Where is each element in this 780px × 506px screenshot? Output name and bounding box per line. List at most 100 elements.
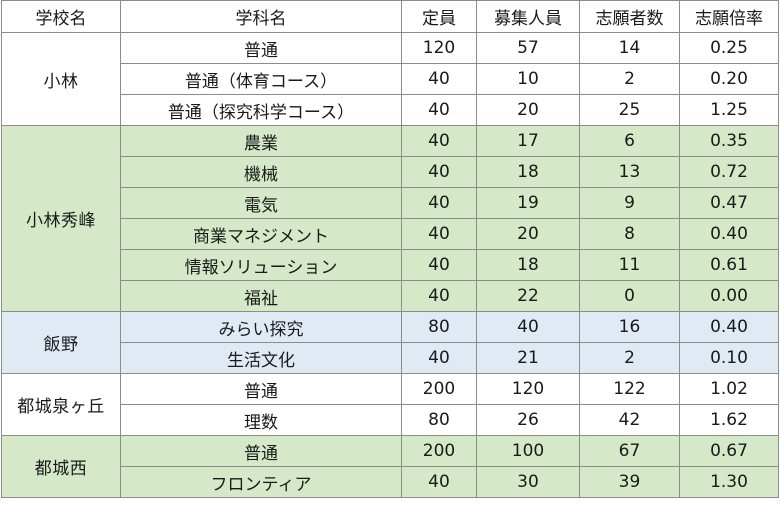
table-row: 生活文化 40 21 2 0.10 [2, 342, 779, 374]
table-row: 理数 80 26 42 1.62 [2, 404, 779, 436]
capacity-cell: 40 [401, 218, 477, 250]
table-row: 情報ソリューション 40 18 11 0.61 [2, 249, 779, 281]
school-name-cell: 飯野 [1, 311, 121, 374]
applicants-cell: 16 [579, 311, 680, 343]
capacity-cell: 40 [401, 63, 477, 95]
applicants-cell: 8 [579, 218, 680, 250]
department-cell: 普通（探究科学コース） [120, 94, 402, 126]
applicants-cell: 9 [579, 187, 680, 219]
capacity-cell: 40 [401, 249, 477, 281]
department-cell: 普通 [120, 435, 402, 467]
header-school: 学校名 [1, 0, 121, 33]
applicants-cell: 14 [579, 32, 680, 64]
recruitment-cell: 22 [476, 280, 580, 312]
recruitment-cell: 18 [476, 249, 580, 281]
capacity-cell: 200 [401, 373, 477, 405]
recruitment-cell: 20 [476, 94, 580, 126]
applicants-cell: 6 [579, 125, 680, 157]
recruitment-cell: 120 [476, 373, 580, 405]
recruitment-cell: 20 [476, 218, 580, 250]
table-row: 商業マネジメント 40 20 8 0.40 [2, 218, 779, 250]
table-row: 普通（体育コース） 40 10 2 0.20 [2, 63, 779, 95]
department-cell: 商業マネジメント [120, 218, 402, 250]
capacity-cell: 200 [401, 435, 477, 467]
recruitment-cell: 100 [476, 435, 580, 467]
department-cell: 機械 [120, 156, 402, 188]
ratio-cell: 0.61 [679, 249, 779, 281]
recruitment-cell: 10 [476, 63, 580, 95]
table-row: 飯野 みらい探究 80 40 16 0.40 [1, 311, 779, 374]
department-cell: みらい探究 [120, 311, 402, 343]
header-department: 学科名 [120, 0, 402, 33]
ratio-cell: 1.02 [679, 373, 779, 405]
department-cell: 生活文化 [120, 342, 402, 374]
applicants-cell: 2 [579, 63, 680, 95]
applicants-cell: 0 [579, 280, 680, 312]
applicants-cell: 42 [579, 404, 680, 436]
department-cell: フロンティア [120, 466, 402, 498]
recruitment-cell: 57 [476, 32, 580, 64]
capacity-cell: 40 [401, 94, 477, 126]
ratio-cell: 0.10 [679, 342, 779, 374]
capacity-cell: 40 [401, 466, 477, 498]
applicants-cell: 11 [579, 249, 680, 281]
school-name-cell: 小林 [1, 32, 121, 126]
school-name-cell: 都城泉ヶ丘 [1, 373, 121, 436]
recruitment-cell: 18 [476, 156, 580, 188]
department-cell: 普通 [120, 373, 402, 405]
ratio-cell: 0.67 [679, 435, 779, 467]
department-cell: 理数 [120, 404, 402, 436]
recruitment-cell: 30 [476, 466, 580, 498]
department-cell: 電気 [120, 187, 402, 219]
department-cell: 情報ソリューション [120, 249, 402, 281]
table-row: 都城泉ヶ丘 普通 200 120 122 1.02 [1, 373, 779, 436]
capacity-cell: 80 [401, 404, 477, 436]
header-row: 学校名 学科名 定員 募集人員 志願者数 志願倍率 [1, 0, 779, 33]
table-row: フロンティア 40 30 39 1.30 [2, 466, 779, 498]
department-cell: 普通 [120, 32, 402, 64]
table-row: 小林 普通 120 57 14 0.25 [1, 32, 779, 126]
department-cell: 農業 [120, 125, 402, 157]
ratio-cell: 0.72 [679, 156, 779, 188]
ratio-cell: 0.40 [679, 218, 779, 250]
recruitment-cell: 21 [476, 342, 580, 374]
capacity-cell: 40 [401, 342, 477, 374]
capacity-cell: 40 [401, 125, 477, 157]
ratio-cell: 1.25 [679, 94, 779, 126]
recruitment-cell: 17 [476, 125, 580, 157]
header-recruitment: 募集人員 [476, 0, 580, 33]
department-cell: 普通（体育コース） [120, 63, 402, 95]
department-cell: 福祉 [120, 280, 402, 312]
ratio-cell: 0.20 [679, 63, 779, 95]
school-name-cell: 都城西 [1, 435, 121, 498]
ratio-cell: 1.30 [679, 466, 779, 498]
recruitment-cell: 40 [476, 311, 580, 343]
applicants-cell: 13 [579, 156, 680, 188]
capacity-cell: 40 [401, 156, 477, 188]
header-capacity: 定員 [401, 0, 477, 33]
table-row: 小林秀峰 農業 40 17 6 0.35 [1, 125, 779, 312]
applicants-cell: 2 [579, 342, 680, 374]
applicants-cell: 67 [579, 435, 680, 467]
capacity-cell: 120 [401, 32, 477, 64]
table-row: 都城西 普通 200 100 67 0.67 [1, 435, 779, 498]
recruitment-cell: 26 [476, 404, 580, 436]
ratio-cell: 0.47 [679, 187, 779, 219]
applicants-cell: 122 [579, 373, 680, 405]
applicants-cell: 39 [579, 466, 680, 498]
capacity-cell: 40 [401, 187, 477, 219]
ratio-cell: 1.62 [679, 404, 779, 436]
header-ratio: 志願倍率 [679, 0, 779, 33]
applicants-cell: 25 [579, 94, 680, 126]
table-row: 電気 40 19 9 0.47 [2, 187, 779, 219]
table-row: 福祉 40 22 0 0.00 [2, 280, 779, 312]
header-applicants: 志願者数 [579, 0, 680, 33]
ratio-cell: 0.25 [679, 32, 779, 64]
ratio-cell: 0.35 [679, 125, 779, 157]
ratio-cell: 0.00 [679, 280, 779, 312]
ratio-cell: 0.40 [679, 311, 779, 343]
capacity-cell: 80 [401, 311, 477, 343]
school-name-cell: 小林秀峰 [1, 125, 121, 312]
recruitment-cell: 19 [476, 187, 580, 219]
